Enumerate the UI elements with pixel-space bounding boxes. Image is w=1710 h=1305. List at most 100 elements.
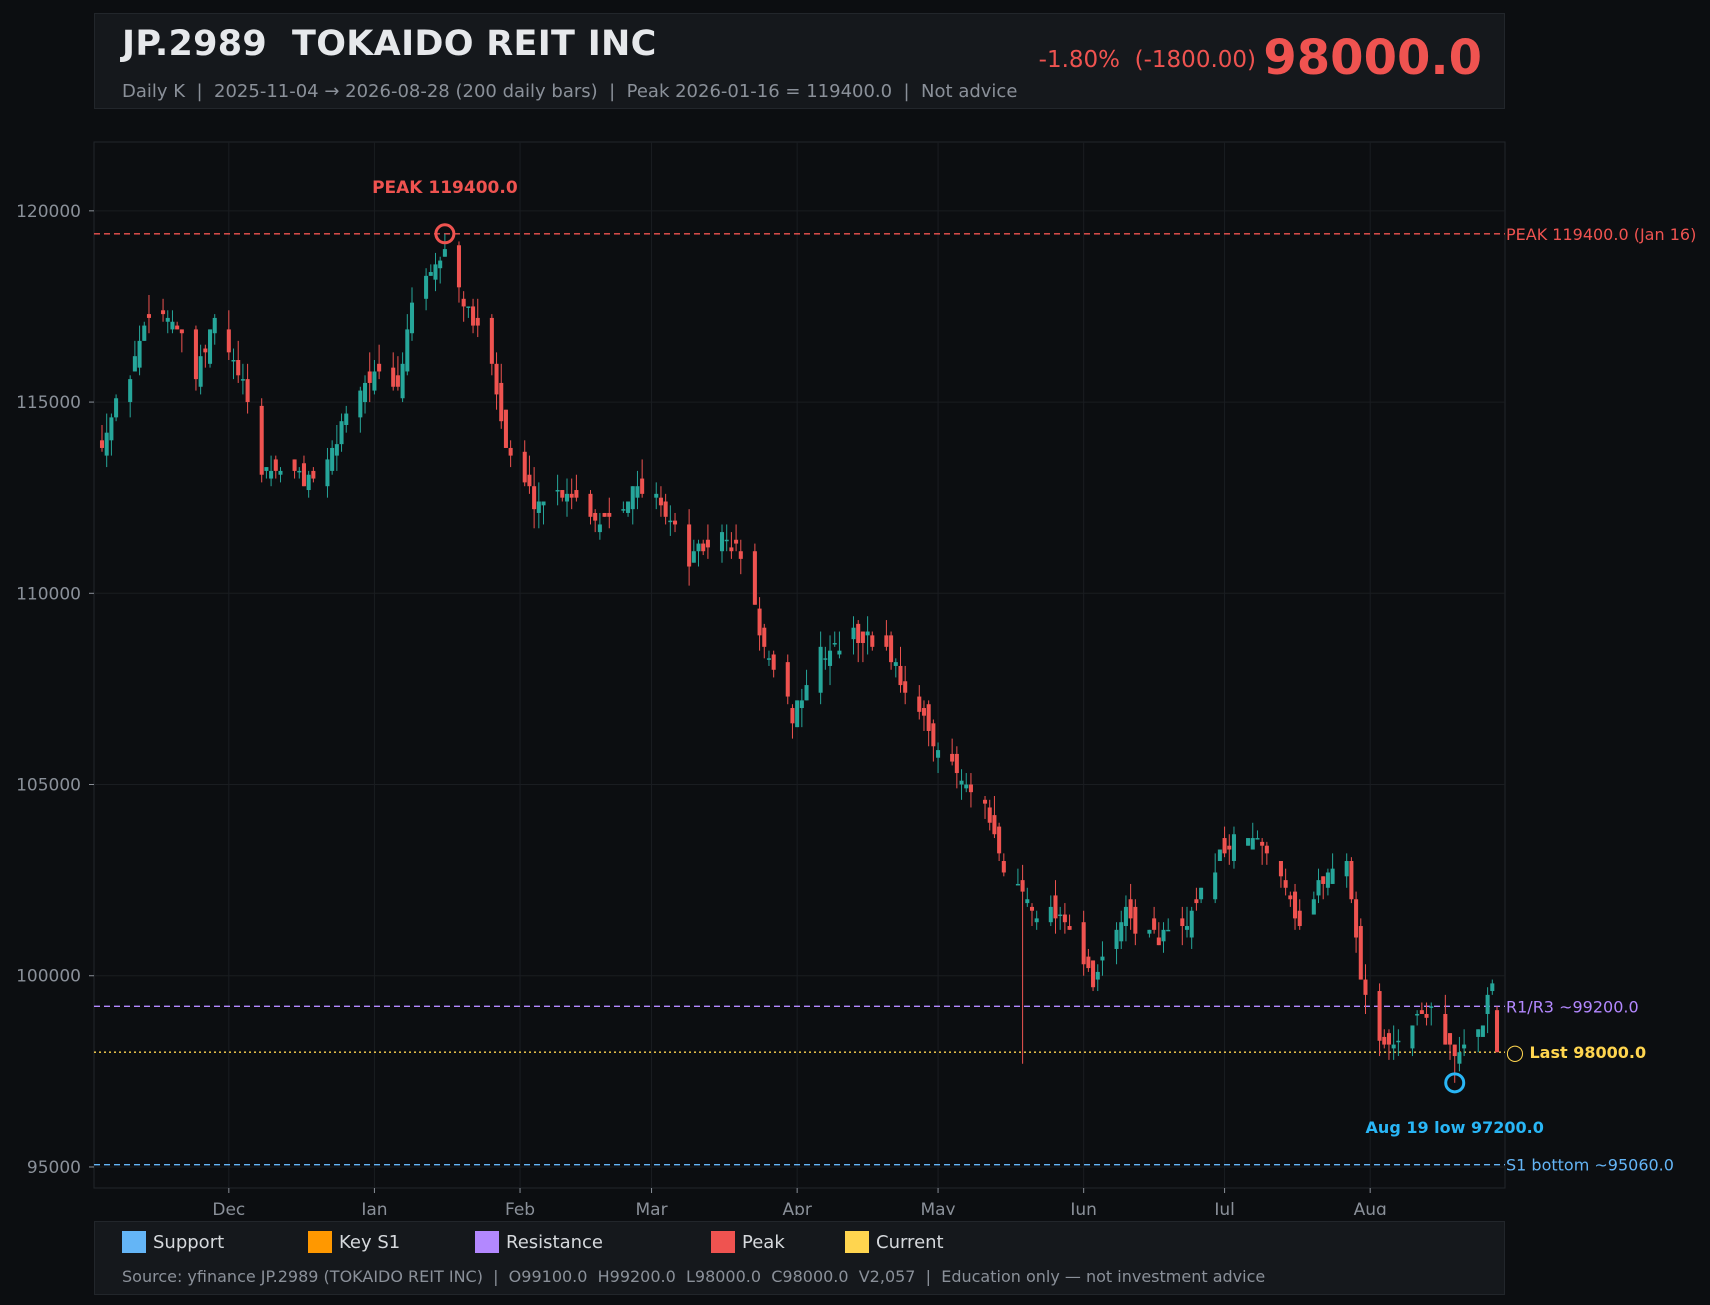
candle-body xyxy=(630,486,635,510)
candle-body xyxy=(1297,910,1302,927)
candle-body xyxy=(358,390,363,418)
candle-body xyxy=(1001,861,1006,873)
candle-body xyxy=(1067,926,1072,930)
candle-body xyxy=(212,317,217,334)
candle-body xyxy=(766,658,771,660)
candle-body xyxy=(532,486,537,510)
candle-body xyxy=(146,314,151,318)
candle-body xyxy=(1396,1040,1401,1043)
candle-body xyxy=(898,665,903,686)
candle-body xyxy=(1457,1052,1462,1064)
candle-body xyxy=(593,512,598,521)
reference-lines: PEAK 119400.0 (Jan 16) R1/R3 ~99200.0 ◯ La… xyxy=(94,225,1696,1175)
candle-body xyxy=(325,459,330,487)
candle-body xyxy=(1053,895,1058,919)
candle-body xyxy=(405,329,410,372)
candle-body xyxy=(1095,971,1100,980)
candle-body xyxy=(719,532,725,552)
candle-body xyxy=(1480,1025,1485,1037)
candle-body xyxy=(992,815,997,835)
candle-body xyxy=(837,650,842,655)
candle-body xyxy=(1429,1006,1434,1008)
legend-swatch-key-s1 xyxy=(308,1231,332,1253)
candle-body xyxy=(621,509,626,511)
candle-body xyxy=(208,329,213,364)
candle-body xyxy=(503,409,508,448)
candle-body xyxy=(1020,880,1025,892)
candle-body xyxy=(471,306,476,326)
legend-swatch-resistance xyxy=(475,1231,499,1253)
candle-body xyxy=(893,662,898,666)
source-footer: Source: yfinance JP.2989 (TOKAIDO REIT I… xyxy=(122,1267,1266,1286)
candle-body xyxy=(691,551,696,563)
candle-body xyxy=(997,826,1002,854)
candle-body xyxy=(1293,891,1298,919)
candle-body xyxy=(1349,861,1354,900)
candle-body xyxy=(921,708,926,716)
candle-body xyxy=(428,272,433,276)
candle-body xyxy=(1330,868,1335,884)
candle-body xyxy=(856,623,861,644)
plot-area xyxy=(93,141,1506,1189)
candle-body xyxy=(762,627,767,647)
candle-body xyxy=(752,551,757,605)
candle-body xyxy=(1231,834,1236,862)
legend-item-support: Support xyxy=(122,1231,224,1253)
legend-item-resistance: Resistance xyxy=(475,1231,603,1253)
candle-body xyxy=(363,382,368,403)
candle-body xyxy=(588,493,593,517)
header-panel: JP.2989 TOKAIDO REIT INC Daily K | 2025-… xyxy=(94,13,1505,109)
candle-body xyxy=(1358,926,1363,980)
grid xyxy=(94,142,1505,1188)
candle-body xyxy=(264,467,269,471)
legend-item-peak: Peak xyxy=(711,1231,785,1253)
candle-body xyxy=(1062,914,1067,923)
candle-body xyxy=(1443,1013,1448,1045)
candle-body xyxy=(231,359,236,362)
candle-body xyxy=(311,470,316,479)
candle-body xyxy=(1091,960,1096,988)
candle-body xyxy=(771,654,776,670)
candle-body xyxy=(1199,887,1204,900)
legend-panel: Support Key S1 Resistance Peak Current S… xyxy=(94,1221,1505,1295)
candle-body xyxy=(926,704,931,731)
candle-body xyxy=(729,547,734,552)
candle-body xyxy=(795,700,800,728)
candle-body xyxy=(193,329,198,380)
candle-body xyxy=(522,451,527,483)
candle-body xyxy=(701,543,706,552)
candle-body xyxy=(1391,1044,1396,1049)
candle-body xyxy=(1278,861,1283,877)
candle-body xyxy=(1227,845,1232,850)
candle-body xyxy=(344,413,349,426)
x-tick-label: Dec xyxy=(212,1200,245,1215)
candle-body xyxy=(278,470,283,475)
y-tick-label: 95000 xyxy=(27,1158,81,1178)
y-tick-label: 100000 xyxy=(16,967,81,987)
candle-body xyxy=(1189,910,1194,938)
candle-body xyxy=(165,317,170,322)
candle-body xyxy=(109,417,114,441)
legend-label-support: Support xyxy=(153,1231,225,1253)
candle-body xyxy=(1283,880,1288,888)
candle-body xyxy=(240,379,245,381)
candle-body xyxy=(1354,899,1359,938)
candle-body xyxy=(1086,956,1091,969)
candle-body xyxy=(1081,922,1086,965)
candle-body xyxy=(1255,838,1260,840)
candle-body xyxy=(804,685,809,701)
candle-body xyxy=(456,245,461,288)
legend-label-key-s1: Key S1 xyxy=(339,1231,401,1253)
candle-body xyxy=(1448,1033,1453,1045)
low-label: Aug 19 low 97200.0 xyxy=(1366,1118,1544,1137)
candle-body xyxy=(640,478,645,494)
candle-body xyxy=(330,447,335,471)
candle-body xyxy=(400,363,405,399)
candle-body xyxy=(1166,929,1171,932)
candle-body xyxy=(1015,883,1020,886)
candle-body xyxy=(607,512,612,517)
candle-body xyxy=(1476,1029,1481,1037)
candle-body xyxy=(959,780,964,785)
candle-body xyxy=(832,643,837,645)
ticker-title: JP.2989 TOKAIDO REIT INC xyxy=(122,24,657,64)
